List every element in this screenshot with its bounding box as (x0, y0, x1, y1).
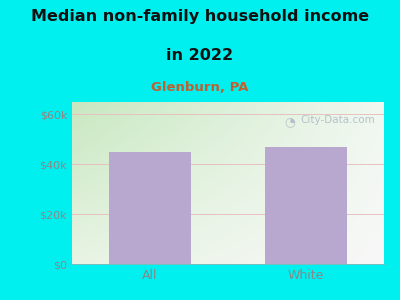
Bar (266, 147, 346, 264)
Text: Median non-family household income: Median non-family household income (31, 9, 369, 24)
Text: Glenburn, PA: Glenburn, PA (151, 81, 249, 94)
Text: in 2022: in 2022 (166, 48, 234, 63)
Text: City-Data.com: City-Data.com (300, 115, 375, 125)
Text: ◔: ◔ (284, 115, 295, 128)
Bar (110, 152, 190, 264)
